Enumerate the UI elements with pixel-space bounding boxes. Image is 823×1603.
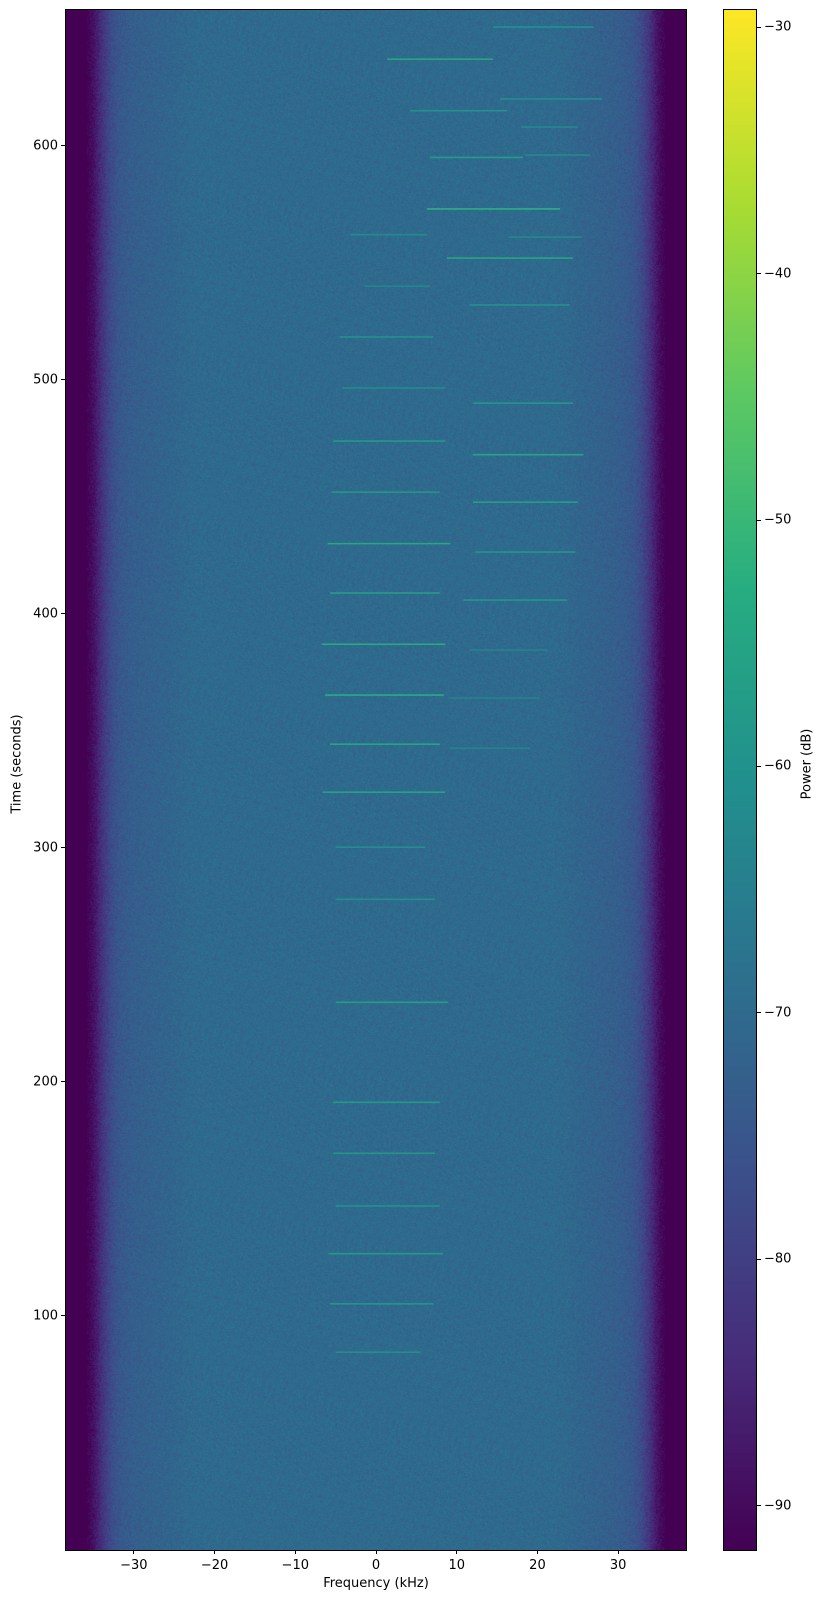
- colorbar-label: Power (dB): [799, 728, 815, 800]
- x-tick-mark: [214, 1550, 216, 1554]
- colorbar-tick-mark: [757, 1012, 761, 1014]
- colorbar-tick-label: −60: [764, 758, 792, 774]
- y-tick-label: 500: [33, 372, 58, 388]
- colorbar-tick-mark: [757, 26, 761, 28]
- x-tick-mark: [456, 1550, 458, 1554]
- colorbar-tick-mark: [757, 1258, 761, 1260]
- y-tick-label: 200: [33, 1074, 58, 1090]
- x-tick-mark: [294, 1550, 296, 1554]
- colorbar-tick-label: −50: [764, 512, 792, 528]
- y-axis-label: Time (seconds): [9, 714, 25, 814]
- colorbar-frame: [723, 9, 757, 1551]
- x-tick-mark: [133, 1550, 135, 1554]
- y-tick-label: 100: [33, 1308, 58, 1324]
- x-tick-mark: [536, 1550, 538, 1554]
- x-tick-label: 10: [448, 1558, 465, 1573]
- x-tick-label: 20: [529, 1558, 546, 1573]
- y-tick-mark: [61, 145, 65, 147]
- x-tick-label: 0: [371, 1558, 381, 1573]
- x-tick-mark: [375, 1550, 377, 1554]
- colorbar-tick-mark: [757, 765, 761, 767]
- x-axis-label: Frequency (kHz): [323, 1576, 429, 1591]
- x-tick-mark: [617, 1550, 619, 1554]
- y-tick-mark: [61, 1081, 65, 1083]
- x-tick-label: −30: [120, 1558, 148, 1573]
- colorbar-tick-label: −90: [764, 1498, 792, 1514]
- colorbar-tick-mark: [757, 1505, 761, 1507]
- x-tick-label: −20: [200, 1558, 229, 1573]
- y-tick-mark: [61, 379, 65, 381]
- signal-layer: [321, 26, 603, 1354]
- y-tick-label: 400: [33, 606, 58, 622]
- colorbar-tick-label: −80: [764, 1251, 792, 1267]
- colorbar-tick-label: −30: [764, 19, 792, 35]
- y-tick-label: 300: [33, 840, 58, 856]
- y-tick-mark: [61, 613, 65, 615]
- colorbar-tick-label: −70: [764, 1005, 792, 1021]
- colorbar-tick-mark: [757, 273, 761, 275]
- spectrogram-noise-background: [66, 10, 686, 1550]
- y-tick-mark: [61, 1315, 65, 1317]
- colorbar: [724, 10, 756, 1550]
- colorbar-tick-label: −40: [764, 266, 792, 282]
- y-tick-label: 600: [33, 138, 58, 154]
- spectrogram-plot-area: [66, 10, 686, 1550]
- x-tick-label: −10: [281, 1558, 309, 1573]
- colorbar-tick-mark: [757, 519, 761, 521]
- x-tick-label: 30: [609, 1558, 627, 1573]
- y-tick-mark: [61, 847, 65, 849]
